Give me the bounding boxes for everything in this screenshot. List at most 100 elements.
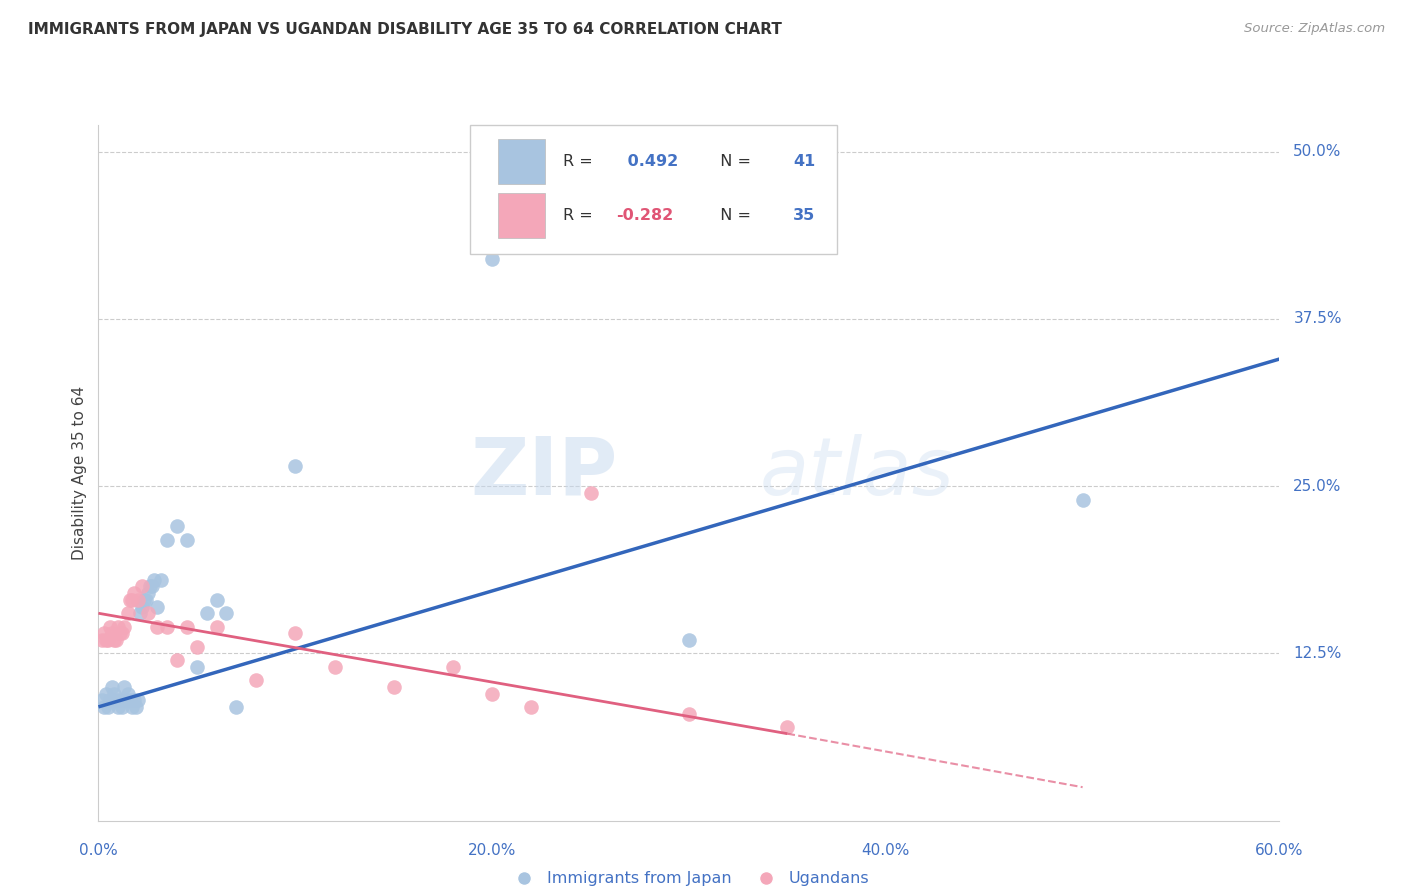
- Point: [176, 620, 198, 634]
- Point: [132, 592, 155, 607]
- Point: [141, 580, 163, 594]
- Point: [103, 633, 125, 648]
- Text: 40.0%: 40.0%: [862, 843, 910, 858]
- Text: 41: 41: [793, 154, 815, 169]
- Legend: Immigrants from Japan, Ugandans: Immigrants from Japan, Ugandans: [502, 865, 876, 892]
- Point: [138, 580, 160, 594]
- Point: [128, 607, 150, 621]
- Point: [205, 592, 228, 607]
- Point: [142, 573, 165, 587]
- Point: [205, 620, 228, 634]
- Point: [195, 607, 218, 621]
- Point: [166, 519, 188, 533]
- Point: [121, 592, 143, 607]
- Text: 0.492: 0.492: [621, 154, 678, 169]
- Point: [186, 640, 208, 654]
- Text: 20.0%: 20.0%: [468, 843, 516, 858]
- Text: 35: 35: [793, 208, 815, 223]
- Point: [105, 633, 128, 648]
- Point: [125, 699, 148, 714]
- Point: [520, 699, 543, 714]
- Text: N =: N =: [710, 208, 756, 223]
- Point: [481, 687, 503, 701]
- Text: 60.0%: 60.0%: [1256, 843, 1303, 858]
- Text: R =: R =: [562, 154, 598, 169]
- Point: [127, 592, 149, 607]
- Point: [107, 699, 129, 714]
- Point: [97, 699, 120, 714]
- Point: [96, 687, 118, 701]
- Text: atlas: atlas: [759, 434, 955, 512]
- Point: [91, 693, 114, 707]
- Point: [111, 626, 134, 640]
- Point: [97, 633, 120, 648]
- Text: 0.0%: 0.0%: [79, 843, 118, 858]
- Point: [131, 580, 153, 594]
- Point: [101, 626, 124, 640]
- Point: [136, 586, 159, 600]
- Point: [284, 459, 307, 474]
- Point: [776, 720, 799, 734]
- Point: [481, 252, 503, 266]
- Point: [146, 620, 169, 634]
- Y-axis label: Disability Age 35 to 64: Disability Age 35 to 64: [72, 385, 87, 560]
- Text: -0.282: -0.282: [616, 208, 673, 223]
- Point: [112, 680, 135, 694]
- FancyBboxPatch shape: [498, 193, 546, 238]
- Point: [441, 660, 464, 674]
- Point: [245, 673, 267, 688]
- Point: [117, 607, 139, 621]
- Text: 37.5%: 37.5%: [1294, 311, 1341, 326]
- Point: [98, 620, 121, 634]
- Point: [215, 607, 238, 621]
- Point: [112, 620, 135, 634]
- Point: [156, 620, 179, 634]
- Point: [678, 706, 700, 721]
- Point: [127, 693, 149, 707]
- Text: Source: ZipAtlas.com: Source: ZipAtlas.com: [1244, 22, 1385, 36]
- Point: [118, 592, 141, 607]
- Point: [111, 699, 134, 714]
- Point: [121, 699, 143, 714]
- Point: [284, 626, 307, 640]
- Point: [108, 693, 131, 707]
- Point: [156, 533, 179, 547]
- Text: R =: R =: [562, 208, 598, 223]
- Text: IMMIGRANTS FROM JAPAN VS UGANDAN DISABILITY AGE 35 TO 64 CORRELATION CHART: IMMIGRANTS FROM JAPAN VS UGANDAN DISABIL…: [28, 22, 782, 37]
- Point: [136, 607, 159, 621]
- Point: [579, 485, 602, 500]
- Point: [117, 687, 139, 701]
- Text: N =: N =: [710, 154, 756, 169]
- Point: [323, 660, 346, 674]
- Point: [108, 626, 131, 640]
- Point: [103, 687, 125, 701]
- Point: [101, 680, 124, 694]
- FancyBboxPatch shape: [498, 139, 546, 185]
- Point: [186, 660, 208, 674]
- Point: [382, 680, 405, 694]
- Point: [122, 693, 145, 707]
- Text: 50.0%: 50.0%: [1294, 145, 1341, 159]
- Point: [1071, 492, 1094, 507]
- Point: [96, 633, 118, 648]
- Point: [146, 599, 169, 614]
- Text: ZIP: ZIP: [471, 434, 619, 512]
- Text: 12.5%: 12.5%: [1294, 646, 1341, 661]
- Point: [225, 699, 247, 714]
- Point: [93, 626, 115, 640]
- Point: [118, 693, 141, 707]
- Point: [135, 592, 157, 607]
- Point: [115, 693, 138, 707]
- Point: [107, 620, 129, 634]
- Point: [176, 533, 198, 547]
- Point: [98, 693, 121, 707]
- FancyBboxPatch shape: [471, 125, 837, 253]
- Point: [150, 573, 173, 587]
- Point: [105, 693, 128, 707]
- Point: [678, 633, 700, 648]
- Point: [91, 633, 114, 648]
- Text: 25.0%: 25.0%: [1294, 479, 1341, 493]
- Point: [131, 599, 153, 614]
- Point: [122, 586, 145, 600]
- Point: [93, 699, 115, 714]
